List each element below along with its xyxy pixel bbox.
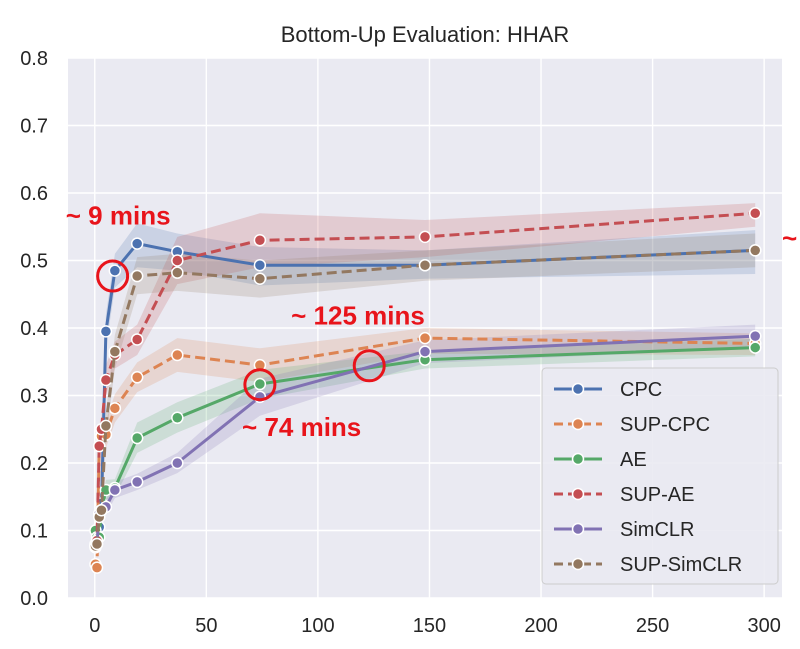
x-tick-label: 250 (636, 615, 669, 637)
data-point-sup-simclr (108, 345, 122, 358)
y-tick-label: 0.8 (20, 48, 48, 70)
data-point-sup-cpc (130, 371, 144, 384)
legend-marker-sup-ae (571, 487, 585, 501)
legend-label-simclr: SimCLR (620, 519, 694, 541)
legend-marker-cpc (571, 382, 585, 396)
data-point-sup-ae (130, 333, 144, 346)
data-point-simclr (748, 329, 762, 343)
y-tick-label: 0.3 (20, 386, 48, 408)
x-tick-label: 200 (524, 615, 557, 637)
data-point-sup-simclr (748, 244, 762, 257)
data-point-cpc (99, 325, 113, 338)
data-point-cpc (108, 264, 122, 277)
data-point-sup-simclr (171, 266, 184, 279)
data-point-sup-simclr (418, 258, 432, 272)
legend-label-cpc: CPC (620, 379, 662, 401)
x-tick-label: 100 (301, 615, 334, 637)
annotation-label: ~ 74 mins (242, 412, 361, 442)
legend-marker-ae (571, 452, 585, 466)
data-point-ae (253, 377, 267, 391)
y-tick-label: 0.6 (20, 183, 48, 205)
annotation-circle (243, 368, 277, 402)
confidence-band-sup-cpc (95, 328, 756, 575)
data-point-sup-simclr (253, 272, 267, 285)
data-point-ae (130, 431, 144, 445)
legend-label-sup-simclr: SUP-SimCLR (620, 554, 742, 576)
data-point-simclr (108, 483, 122, 497)
x-tick-label: 300 (747, 615, 780, 637)
x-tick-label: 150 (413, 615, 446, 637)
legend-marker-sup-cpc (571, 417, 585, 431)
legend-marker-simclr (571, 522, 585, 536)
annotation-label: ~ 9 mins (66, 201, 171, 231)
data-point-simclr (418, 345, 432, 358)
data-point-sup-simclr (99, 419, 113, 433)
y-tick-label: 0.7 (20, 116, 48, 138)
annotation-label: ~ 125 mins (291, 301, 425, 331)
y-tick-label: 0.1 (20, 521, 48, 543)
data-point-sup-ae (253, 234, 267, 247)
data-point-sup-ae (99, 373, 113, 387)
data-point-sup-ae (92, 439, 106, 453)
legend-label-sup-ae: SUP-AE (620, 484, 694, 506)
data-point-cpc (253, 258, 267, 272)
data-point-ae (171, 411, 184, 425)
confidence-band-sup-simclr (95, 233, 756, 553)
data-point-sup-cpc (171, 348, 184, 362)
data-point-ae (748, 341, 762, 354)
annotation-circle (96, 259, 130, 293)
y-tick-label: 0.2 (20, 453, 48, 475)
data-point-simclr (130, 475, 144, 489)
data-point-sup-cpc (418, 331, 432, 345)
data-point-sup-simclr (90, 537, 104, 551)
data-point-sup-ae (418, 230, 432, 244)
annotation-label: ~ (782, 223, 797, 253)
data-point-sup-cpc (108, 402, 122, 415)
series-line-sup-ae (93, 211, 756, 548)
data-point-cpc (130, 237, 144, 250)
data-point-sup-ae (171, 254, 184, 267)
legend-marker-sup-simclr (571, 557, 585, 571)
y-tick-label: 0.4 (20, 318, 48, 340)
legend-label-sup-cpc: SUP-CPC (620, 414, 710, 436)
data-point-simclr (171, 456, 184, 470)
x-tick-label: 50 (195, 615, 217, 637)
y-tick-label: 0.0 (20, 588, 48, 610)
data-point-sup-simclr (95, 504, 108, 517)
chart-title: Bottom-Up Evaluation: HHAR (281, 22, 570, 47)
data-point-sup-simclr (130, 269, 144, 283)
confidence-band-cpc (95, 223, 756, 551)
data-point-sup-cpc (90, 561, 104, 574)
data-point-sup-ae (748, 207, 762, 220)
x-tick-label: 0 (89, 615, 100, 637)
y-tick-label: 0.5 (20, 251, 48, 273)
annotation-circle (352, 349, 386, 383)
legend-label-ae: AE (620, 449, 647, 471)
